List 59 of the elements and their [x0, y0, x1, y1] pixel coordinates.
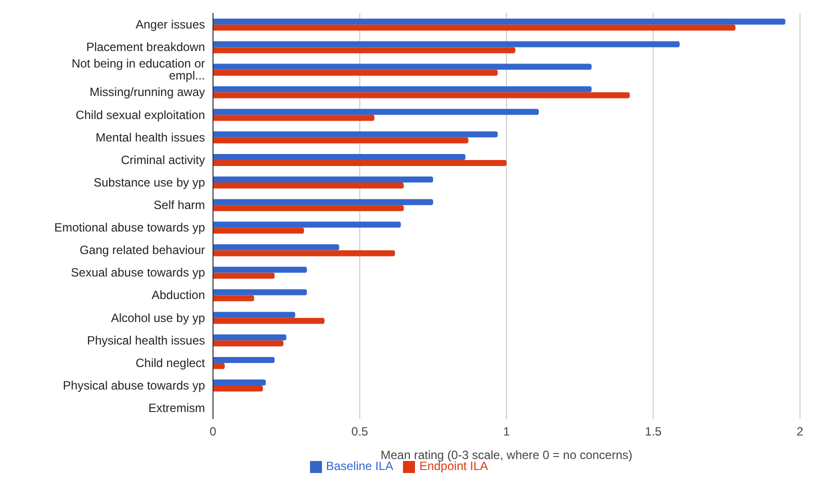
y-tick-label: Emotional abuse towards yp: [54, 220, 206, 235]
y-tick-label: Alcohol use by yp: [110, 310, 206, 325]
bar: [213, 70, 498, 76]
y-tick-label: Physical abuse towards yp: [62, 378, 206, 392]
bar: [213, 228, 304, 234]
y-tick-label: Abduction: [152, 288, 205, 302]
y-tick-label: Substance use by yp: [94, 175, 206, 190]
bar: [213, 160, 506, 166]
bar: [213, 340, 284, 346]
y-tick-label: Anger issues: [136, 18, 205, 32]
x-tick-label: 0: [210, 424, 217, 439]
x-tick-label: 1: [503, 424, 510, 439]
bar: [213, 154, 466, 160]
x-axis-title: Mean rating (0-3 scale, where 0 = no concerns): [380, 448, 632, 462]
y-tick-label: Physical health issues: [86, 333, 205, 348]
x-tick-label: 0.5: [351, 424, 368, 439]
bar: [213, 18, 786, 25]
bar: [213, 312, 296, 318]
bar: [213, 47, 516, 54]
bar: [213, 64, 592, 70]
bar: [213, 380, 266, 386]
bar: [213, 295, 254, 302]
bar: [213, 86, 592, 92]
bar: [213, 182, 404, 189]
bar: [213, 41, 680, 48]
bar: [213, 250, 395, 256]
bar: [213, 205, 404, 212]
bar: [213, 222, 401, 228]
bar: [213, 244, 340, 250]
y-tick-label: Criminal activity: [120, 152, 205, 167]
bar: [213, 318, 325, 324]
y-tick-label: Self harm: [154, 198, 205, 212]
y-tick-label: Not being in education or empl...: [72, 56, 205, 83]
bar: [213, 92, 630, 98]
bar: [213, 289, 307, 296]
bar: [213, 199, 434, 206]
bar: [213, 24, 736, 31]
y-tick-label: Extremism: [148, 400, 205, 415]
x-tick-label: 1.5: [644, 424, 662, 439]
y-tick-label: Sexual abuse towards yp: [70, 266, 206, 280]
legend-label: Baseline ILA: [326, 459, 394, 473]
bar: [213, 272, 275, 279]
bar: [213, 266, 307, 273]
y-tick-label: Gang related behaviour: [80, 243, 205, 258]
y-tick-label: Mental health issues: [96, 130, 205, 144]
bar: [213, 176, 434, 183]
bar: [213, 114, 374, 121]
y-tick-label: Placement breakdown: [86, 40, 205, 54]
bar: [213, 356, 275, 363]
bar: [213, 334, 286, 340]
bar: [213, 108, 539, 115]
y-tick-label: Child neglect: [136, 356, 206, 370]
x-tick-label: 2: [796, 424, 804, 439]
bar: [213, 131, 498, 138]
bar: [213, 386, 263, 392]
bar: [213, 137, 468, 144]
y-tick-label: Missing/running away: [90, 85, 205, 100]
bar: [213, 362, 225, 369]
y-tick-label: Child sexual exploitation: [76, 108, 205, 122]
